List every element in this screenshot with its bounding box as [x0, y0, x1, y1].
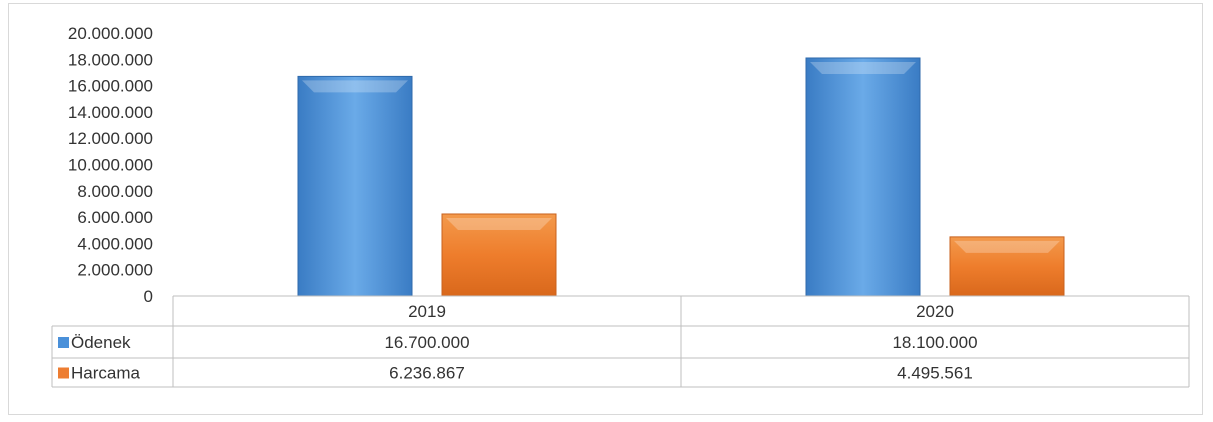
- bar-harcama-2019: [441, 213, 557, 297]
- y-tick-label: 0: [144, 287, 153, 306]
- y-tick-label: 16.000.000: [68, 77, 153, 96]
- y-axis-labels: 0 2.000.000 4.000.000 6.000.000 8.000.000 10.…: [68, 24, 153, 306]
- bar-bevel-harcama-2019: [446, 217, 552, 230]
- bar-odenek-2020: [805, 57, 921, 297]
- y-tick-label: 8.000.000: [77, 182, 153, 201]
- bar-chart: 0 2.000.000 4.000.000 6.000.000 8.000.000 10.…: [51, 24, 1190, 388]
- bar-odenek-2019: [297, 75, 413, 297]
- y-tick-label: 10.000.000: [68, 156, 153, 175]
- y-tick-label: 4.000.000: [77, 234, 153, 253]
- y-tick-label: 6.000.000: [77, 208, 153, 227]
- bar-harcama-2020: [949, 236, 1065, 297]
- x-tick-label: 2019: [408, 302, 446, 321]
- data-label-harcama-2019: 6.236.867: [389, 364, 465, 383]
- y-tick-label: 20.000.000: [68, 24, 153, 43]
- data-label-odenek-2020: 18.100.000: [892, 333, 977, 352]
- bar-bevel-harcama-2020: [954, 240, 1060, 253]
- data-label-odenek-2019: 16.700.000: [384, 333, 469, 352]
- bar-bevel-odenek-2020: [810, 61, 916, 74]
- y-tick-label: 14.000.000: [68, 103, 153, 122]
- legend-key-harcama: [58, 367, 69, 379]
- bar-bevel-odenek-2019: [302, 80, 408, 93]
- y-tick-label: 18.000.000: [68, 50, 153, 69]
- data-table: 2019 2020 Ödenek 16.700.000 18.100.000 Harcam…: [51, 295, 1190, 388]
- y-tick-label: 12.000.000: [68, 129, 153, 148]
- data-label-harcama-2020: 4.495.561: [897, 364, 973, 383]
- chart-frame: 0 2.000.000 4.000.000 6.000.000 8.000.000 10.…: [8, 3, 1203, 415]
- bars: [297, 57, 1065, 297]
- legend-label-harcama: Harcama: [71, 364, 141, 383]
- y-tick-label: 2.000.000: [77, 261, 153, 280]
- legend-key-odenek: [58, 337, 69, 348]
- legend-label-odenek: Ödenek: [71, 333, 131, 352]
- x-tick-label: 2020: [916, 302, 954, 321]
